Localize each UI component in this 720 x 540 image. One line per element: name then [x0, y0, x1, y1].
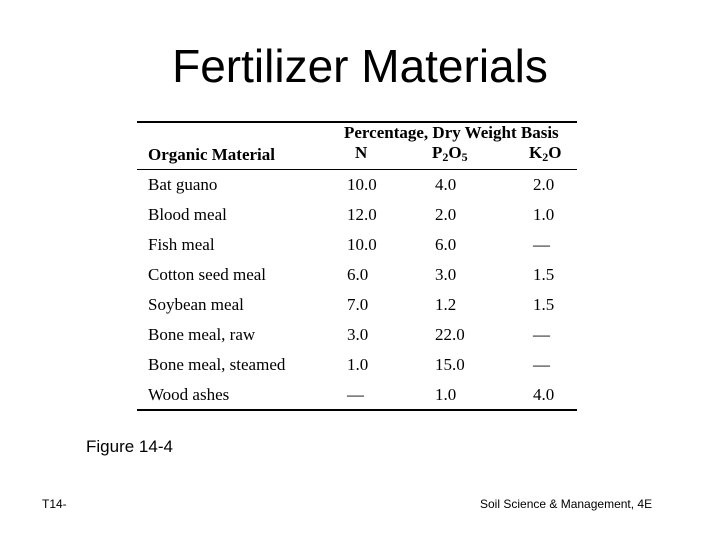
row-k2o: 1.0 [533, 205, 555, 224]
row-p2o5: 22.0 [435, 325, 465, 344]
table-row: Bone meal, steamed 1.0 15.0 — [137, 355, 577, 385]
row-n: 3.0 [347, 325, 369, 344]
slide-title: Fertilizer Materials [172, 40, 548, 92]
row-k2o: 2.0 [533, 175, 555, 194]
row-n: 10.0 [347, 175, 377, 194]
footer-slide-number: T14- [42, 497, 67, 511]
header-p2o5-p: P [432, 143, 443, 162]
row-k2o: — [533, 235, 550, 254]
row-n: — [347, 385, 364, 404]
row-material: Soybean meal [148, 295, 244, 314]
header-k2o-k: K [529, 143, 543, 162]
table-row: Soybean meal 7.0 1.2 1.5 [137, 295, 577, 325]
row-p2o5: 2.0 [435, 205, 457, 224]
row-material: Bone meal, raw [148, 325, 256, 344]
table-row: Bone meal, raw 3.0 22.0 — [137, 325, 577, 355]
row-n: 10.0 [347, 235, 377, 254]
row-p2o5: 4.0 [435, 175, 457, 194]
header-k2o-o: O [548, 143, 562, 162]
row-p2o5: 6.0 [435, 235, 457, 254]
row-material: Wood ashes [148, 385, 230, 404]
row-k2o: 1.5 [533, 295, 555, 314]
row-p2o5: 15.0 [435, 355, 465, 374]
header-p2o5-sub-5: 5 [461, 150, 468, 164]
table-top-rule [137, 121, 577, 123]
table-row: Fish meal 10.0 6.0 — [137, 235, 577, 265]
footer-book-title: Soil Science & Management, 4E [480, 497, 653, 511]
row-k2o: — [533, 355, 550, 374]
table-header-rule [137, 169, 577, 170]
table-row: Wood ashes — 1.0 4.0 [137, 385, 577, 415]
table-row: Cotton seed meal 6.0 3.0 1.5 [137, 265, 577, 295]
header-p2o5: P2O5 [432, 143, 468, 163]
header-organic-material: Organic Material [148, 145, 275, 164]
row-p2o5: 1.0 [435, 385, 457, 404]
header-p2o5-sub-2: 2 [442, 150, 449, 164]
header-p2o5-o: O [448, 143, 462, 162]
row-material: Cotton seed meal [148, 265, 267, 284]
header-k2o: K2O [529, 143, 561, 163]
fertilizer-table: Percentage, Dry Weight Basis Organic Mat… [137, 121, 577, 411]
row-k2o: — [533, 325, 550, 344]
row-n: 7.0 [347, 295, 369, 314]
row-p2o5: 3.0 [435, 265, 457, 284]
row-material: Bone meal, steamed [148, 355, 286, 374]
table-row: Blood meal 12.0 2.0 1.0 [137, 205, 577, 235]
row-k2o: 4.0 [533, 385, 555, 404]
header-n: N [355, 143, 368, 162]
row-k2o: 1.5 [533, 265, 555, 284]
row-material: Blood meal [148, 205, 227, 224]
row-n: 6.0 [347, 265, 369, 284]
figure-caption: Figure 14-4 [86, 437, 173, 456]
row-material: Fish meal [148, 235, 215, 254]
row-n: 12.0 [347, 205, 377, 224]
row-n: 1.0 [347, 355, 369, 374]
table-bottom-rule [137, 409, 577, 411]
row-material: Bat guano [148, 175, 218, 194]
row-p2o5: 1.2 [435, 295, 457, 314]
header-percentage-group: Percentage, Dry Weight Basis [344, 123, 559, 142]
table-row: Bat guano 10.0 4.0 2.0 [137, 175, 577, 205]
header-k2o-sub-2: 2 [542, 150, 549, 164]
